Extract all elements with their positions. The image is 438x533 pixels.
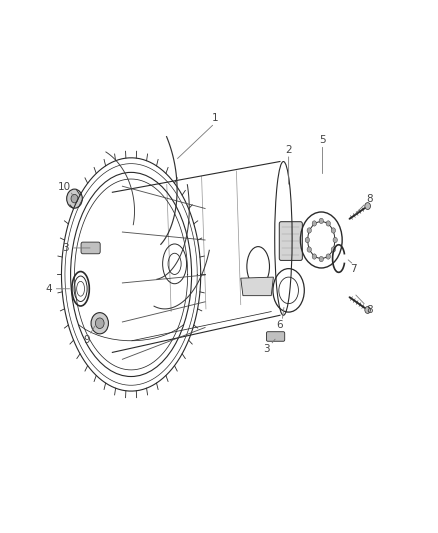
FancyBboxPatch shape <box>279 222 302 261</box>
Circle shape <box>319 256 323 262</box>
Circle shape <box>91 313 109 334</box>
Circle shape <box>305 237 310 243</box>
Text: 8: 8 <box>366 305 372 315</box>
Text: 9: 9 <box>83 335 89 345</box>
Circle shape <box>333 237 337 243</box>
Circle shape <box>331 247 336 252</box>
Circle shape <box>326 221 330 226</box>
Text: 2: 2 <box>285 145 292 155</box>
Polygon shape <box>241 277 273 296</box>
Ellipse shape <box>365 306 371 313</box>
Text: 6: 6 <box>277 320 283 330</box>
Circle shape <box>331 228 336 233</box>
Text: 7: 7 <box>350 264 357 274</box>
Circle shape <box>312 254 317 259</box>
Text: 8: 8 <box>366 193 372 204</box>
Text: 1: 1 <box>212 113 218 123</box>
Circle shape <box>67 189 82 208</box>
Text: 3: 3 <box>63 243 69 253</box>
Circle shape <box>312 221 317 226</box>
Circle shape <box>71 195 78 203</box>
Ellipse shape <box>365 203 371 209</box>
Circle shape <box>307 247 311 252</box>
Text: 3: 3 <box>264 344 270 354</box>
Text: 10: 10 <box>58 182 71 192</box>
Text: 5: 5 <box>319 135 326 146</box>
Circle shape <box>95 318 104 328</box>
Circle shape <box>326 254 330 259</box>
Text: 4: 4 <box>45 284 52 294</box>
Circle shape <box>307 228 311 233</box>
FancyBboxPatch shape <box>266 332 285 341</box>
FancyBboxPatch shape <box>81 242 100 254</box>
Circle shape <box>319 218 323 223</box>
